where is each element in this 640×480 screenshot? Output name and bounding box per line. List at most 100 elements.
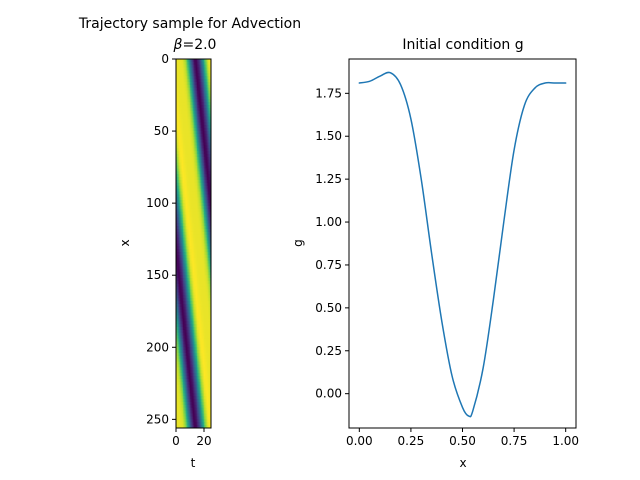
heatmap-cell bbox=[194, 165, 196, 169]
heatmap-cell bbox=[201, 355, 203, 360]
heatmap-cell bbox=[177, 82, 180, 86]
heatmap-cell bbox=[190, 174, 192, 178]
heatmap-cell bbox=[184, 396, 187, 400]
heatmap-cell bbox=[204, 246, 206, 250]
heatmap-cell bbox=[180, 272, 182, 276]
heatmap-cell bbox=[205, 335, 208, 340]
heatmap-cell bbox=[192, 203, 195, 207]
heatmap-cell bbox=[199, 361, 202, 365]
heatmap-cell bbox=[185, 278, 188, 282]
heatmap-cell bbox=[183, 243, 185, 247]
heatmap-cell bbox=[184, 99, 187, 103]
heatmap-cell bbox=[178, 289, 181, 293]
heatmap-cell bbox=[183, 321, 185, 325]
heatmap-cell bbox=[197, 93, 199, 97]
heatmap-cell bbox=[199, 240, 202, 244]
heatmap-cell bbox=[183, 182, 185, 187]
heatmap-cell bbox=[198, 96, 201, 100]
heatmap-cell bbox=[208, 407, 210, 412]
heatmap-cell bbox=[204, 373, 206, 377]
heatmap-cell bbox=[202, 87, 205, 92]
heatmap-cell bbox=[194, 350, 196, 354]
heatmap-cell bbox=[177, 286, 180, 291]
heatmap-cell bbox=[187, 79, 189, 83]
heatmap-cell bbox=[191, 306, 194, 311]
heatmap-cell bbox=[187, 151, 189, 155]
heatmap-cell bbox=[188, 223, 191, 227]
heatmap-cell bbox=[194, 318, 196, 322]
heatmap-cell bbox=[183, 318, 185, 322]
heatmap-cell bbox=[191, 275, 194, 279]
heatmap-cell bbox=[191, 165, 194, 169]
heatmap-cell bbox=[180, 96, 182, 100]
heatmap-cell bbox=[205, 116, 208, 120]
heatmap-cell bbox=[190, 407, 192, 412]
heatmap-y-tick-label: 250 bbox=[146, 412, 169, 426]
heatmap-cell bbox=[191, 419, 194, 423]
heatmap-cell bbox=[198, 64, 201, 69]
heatmap-cell bbox=[180, 174, 182, 178]
heatmap-cell bbox=[208, 67, 210, 71]
heatmap-cell bbox=[183, 234, 185, 239]
heatmap-cell bbox=[190, 229, 192, 233]
heatmap-cell bbox=[206, 422, 209, 426]
heatmap-cell bbox=[197, 338, 199, 342]
heatmap-cell bbox=[195, 84, 198, 89]
heatmap-cell bbox=[202, 407, 205, 412]
heatmap-cell bbox=[198, 329, 201, 334]
heatmap-cell bbox=[190, 304, 192, 308]
heatmap-cell bbox=[201, 131, 203, 135]
heatmap-cell bbox=[178, 309, 181, 314]
heatmap-cell bbox=[191, 413, 194, 417]
heatmap-cell bbox=[184, 185, 187, 190]
heatmap-cell bbox=[198, 266, 201, 270]
heatmap-cell bbox=[204, 220, 206, 224]
heatmap-cell bbox=[185, 177, 188, 181]
heatmap-cell bbox=[206, 315, 209, 319]
heatmap-cell bbox=[178, 358, 181, 363]
heatmap-cell bbox=[194, 309, 196, 314]
heatmap-cell bbox=[181, 402, 184, 406]
heatmap-cell bbox=[202, 370, 205, 374]
heatmap-cell bbox=[191, 278, 194, 282]
heatmap-cell bbox=[187, 157, 189, 161]
heatmap-cell bbox=[201, 416, 203, 420]
heatmap-cell bbox=[181, 321, 184, 325]
heatmap-cell bbox=[197, 70, 199, 74]
heatmap-cell bbox=[188, 217, 191, 221]
heatmap-cell bbox=[187, 82, 189, 86]
heatmap-cell bbox=[184, 350, 187, 354]
heatmap-cell bbox=[177, 298, 180, 302]
heatmap-cell bbox=[205, 275, 208, 279]
heatmap-cell bbox=[204, 280, 206, 285]
heatmap-cell bbox=[183, 252, 185, 256]
heatmap-cell bbox=[187, 171, 189, 175]
heatmap-cell bbox=[178, 217, 181, 221]
heatmap-cell bbox=[192, 309, 195, 314]
heatmap-cell bbox=[199, 108, 202, 112]
heatmap-cell bbox=[201, 286, 203, 291]
heatmap-cell bbox=[205, 355, 208, 360]
heatmap-cell bbox=[206, 335, 209, 340]
heatmap-cell bbox=[204, 59, 206, 63]
heatmap-cell bbox=[195, 211, 198, 216]
heatmap-cell bbox=[202, 197, 205, 201]
heatmap-cell bbox=[195, 119, 198, 123]
heatmap-cell bbox=[199, 87, 202, 92]
heatmap-cell bbox=[198, 206, 201, 210]
heatmap-cell bbox=[178, 263, 181, 267]
heatmap-cell bbox=[192, 217, 195, 221]
heatmap-cell bbox=[178, 321, 181, 325]
heatmap-cell bbox=[187, 145, 189, 149]
heatmap-cell bbox=[195, 226, 198, 230]
heatmap-cell bbox=[206, 255, 209, 259]
heatmap-cell bbox=[198, 318, 201, 322]
line-x-tick-label: 0.50 bbox=[449, 434, 476, 448]
heatmap-cell bbox=[190, 263, 192, 267]
heatmap-cell bbox=[208, 280, 210, 285]
heatmap-cell bbox=[194, 280, 196, 285]
heatmap-cell bbox=[176, 214, 178, 218]
heatmap-cell bbox=[185, 200, 188, 204]
heatmap-cell bbox=[201, 142, 203, 146]
heatmap-cell bbox=[201, 292, 203, 296]
